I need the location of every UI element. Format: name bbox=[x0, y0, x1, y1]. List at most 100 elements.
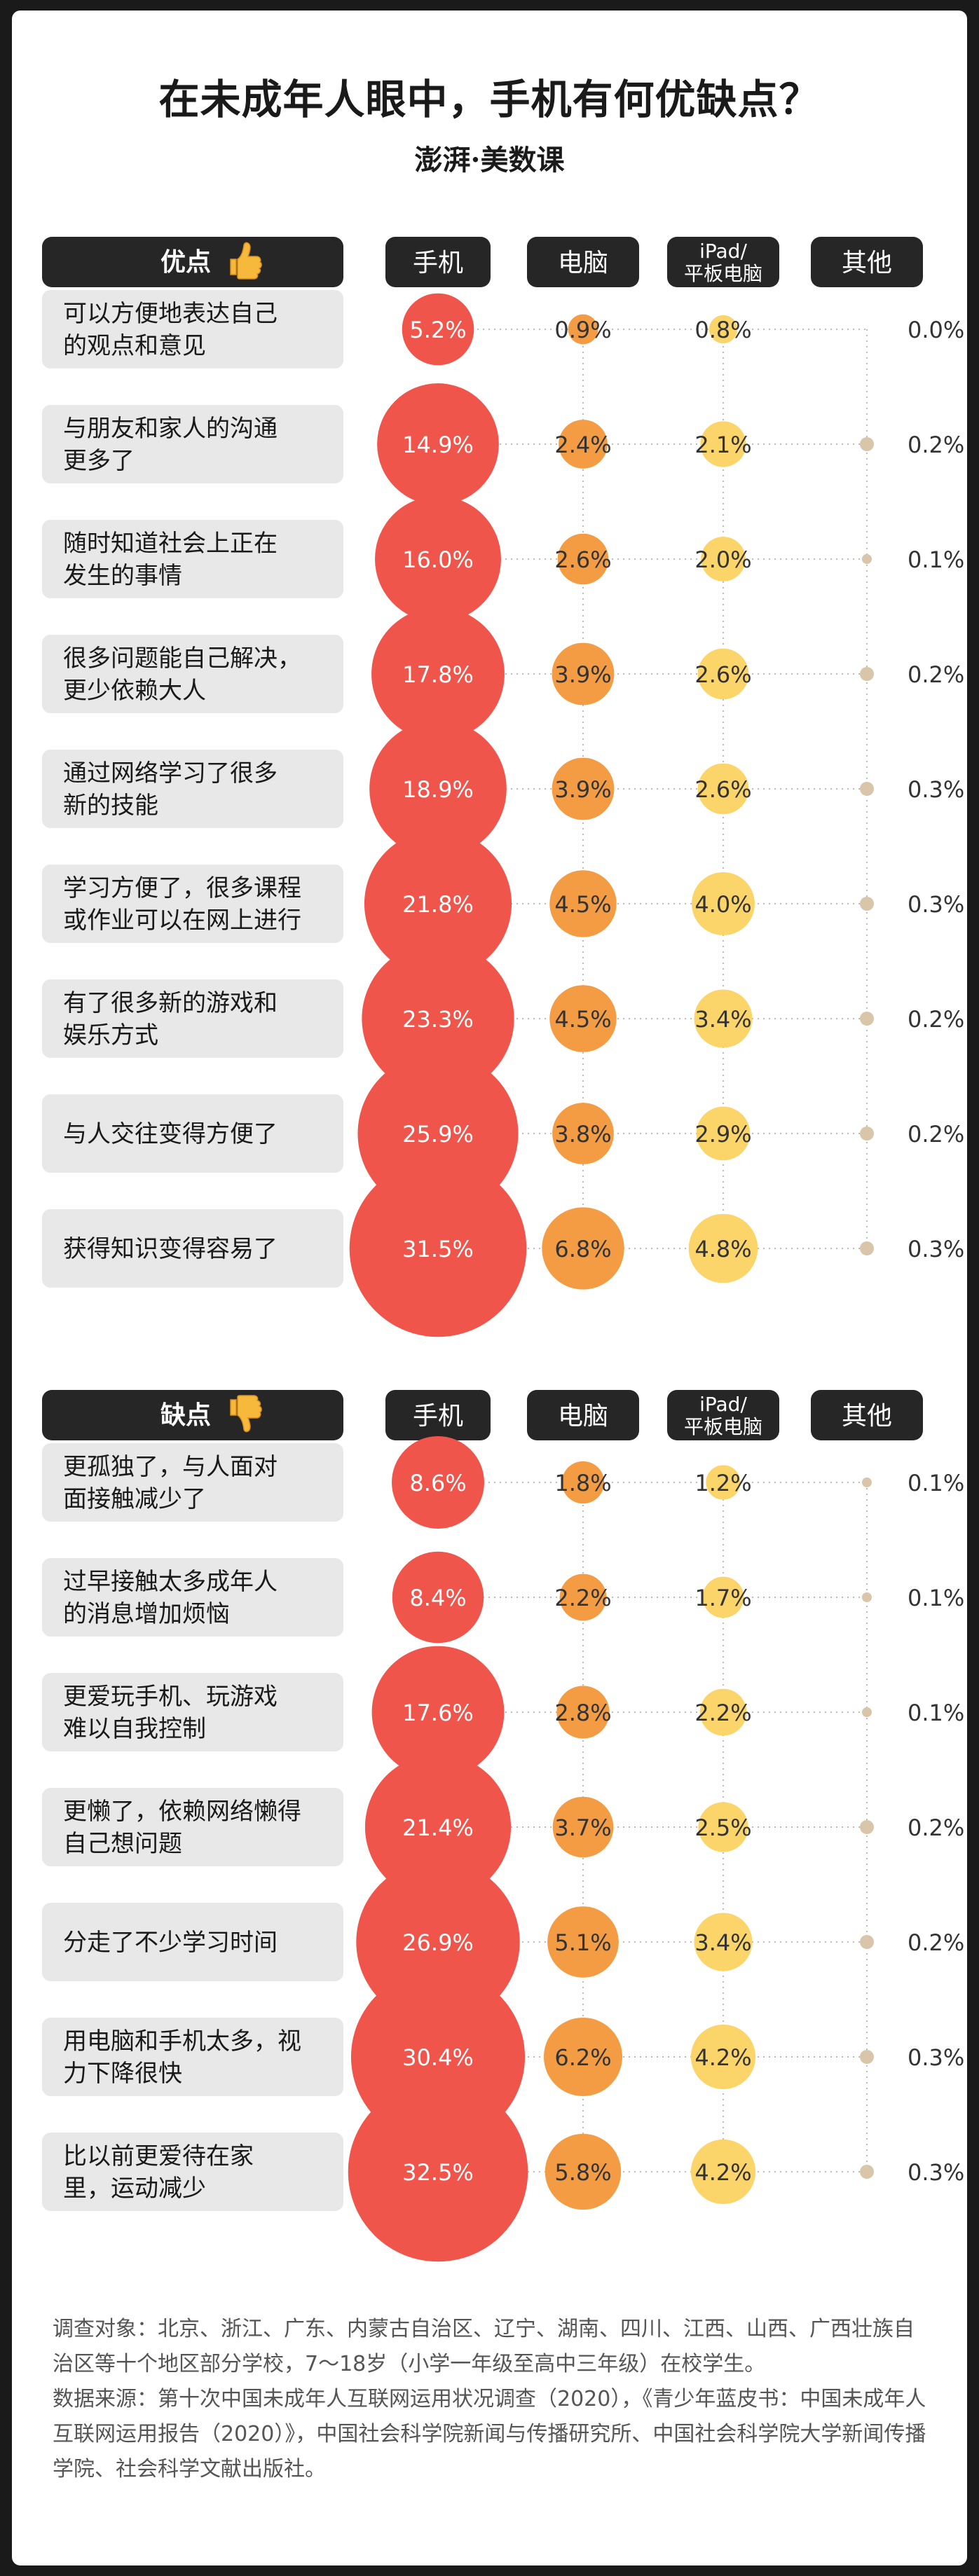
value-label: 0.2% bbox=[908, 432, 964, 458]
bubble-other bbox=[860, 897, 874, 911]
bubble-computer bbox=[559, 1573, 607, 1621]
row-label: 可以方便地表达自己的观点和意见 bbox=[63, 300, 278, 360]
section-header-bg bbox=[42, 237, 343, 287]
bubble-phone bbox=[362, 942, 514, 1095]
bubble-phone bbox=[377, 383, 499, 505]
row-label-bg bbox=[42, 405, 343, 483]
value-label: 4.5% bbox=[554, 1006, 611, 1033]
row-label: 随时知道社会上正在发生的事情 bbox=[63, 530, 278, 590]
column-header-bg bbox=[527, 237, 639, 287]
column-header: iPad/平板电脑 bbox=[684, 240, 762, 285]
bubble-computer bbox=[568, 314, 598, 345]
row-label-bg bbox=[42, 1673, 343, 1751]
bubble-phone bbox=[364, 829, 512, 978]
value-label: 3.8% bbox=[554, 1121, 611, 1148]
value-label: 4.2% bbox=[694, 2044, 751, 2071]
thumbs-up-icon bbox=[230, 242, 262, 280]
value-label: 3.9% bbox=[554, 776, 611, 803]
value-label: 2.9% bbox=[694, 1121, 751, 1148]
row-label-bg bbox=[42, 520, 343, 598]
bubble-phone bbox=[369, 720, 507, 857]
bubble-other bbox=[860, 437, 874, 451]
value-label: 26.9% bbox=[402, 1929, 474, 1956]
bubble-other bbox=[862, 554, 872, 564]
bubble-other bbox=[860, 2165, 874, 2179]
column-header-bg bbox=[527, 1390, 639, 1440]
bubble-tablet bbox=[690, 2139, 756, 2205]
row-label: 更懒了，依赖网络懒得自己想问题 bbox=[63, 1798, 301, 1858]
value-label: 3.4% bbox=[694, 1006, 751, 1033]
row-label: 很多问题能自己解决，更少依赖大人 bbox=[63, 645, 301, 705]
row-label: 更爱玩手机、玩游戏难以自我控制 bbox=[63, 1683, 278, 1743]
value-label: 2.6% bbox=[694, 776, 751, 803]
value-label: 0.3% bbox=[908, 776, 964, 803]
column-header: 其他 bbox=[842, 249, 892, 277]
row-label-bg bbox=[42, 1558, 343, 1637]
row-label-bg bbox=[42, 1903, 343, 1981]
row-label: 与朋友和家人的沟通更多了 bbox=[63, 415, 278, 475]
bubble-computer bbox=[547, 1906, 619, 1978]
page-title: 在未成年人眼中，手机有何优缺点？ bbox=[158, 76, 821, 123]
column-header-bg bbox=[385, 1390, 491, 1440]
value-label: 1.2% bbox=[694, 1470, 751, 1496]
value-label: 8.6% bbox=[409, 1470, 466, 1496]
bubble-other bbox=[860, 1820, 874, 1834]
value-label: 4.0% bbox=[694, 891, 751, 918]
survey-note: 调查对象：北京、浙江、广东、内蒙古自治区、辽宁、湖南、四川、江西、山西、广西壮族… bbox=[53, 2317, 915, 2376]
section-header-bg bbox=[42, 1390, 343, 1440]
value-label: 2.6% bbox=[694, 661, 751, 688]
value-label: 3.9% bbox=[554, 661, 611, 688]
bubble-phone bbox=[371, 1646, 505, 1779]
value-label: 5.2% bbox=[409, 317, 466, 343]
bubble-tablet bbox=[700, 421, 746, 467]
bubble-tablet bbox=[702, 1576, 744, 1618]
row-label: 过早接触太多成年人的消息增加烦恼 bbox=[63, 1568, 278, 1628]
bubble-phone bbox=[364, 1754, 512, 1901]
bubble-other bbox=[860, 2050, 874, 2064]
column-header: iPad/平板电脑 bbox=[684, 1393, 762, 1438]
bubble-tablet bbox=[697, 763, 749, 815]
value-label: 30.4% bbox=[402, 2044, 474, 2071]
bubble-computer bbox=[542, 1207, 624, 1290]
bubble-phone bbox=[349, 1159, 527, 1337]
bubble-tablet bbox=[694, 989, 753, 1048]
section-label: 缺点 bbox=[160, 1401, 211, 1430]
bubble-tablet bbox=[690, 2024, 756, 2090]
value-label: 21.8% bbox=[402, 891, 474, 918]
column-header-bg bbox=[811, 237, 923, 287]
column-header-bg bbox=[385, 237, 491, 287]
value-label: 6.2% bbox=[554, 2044, 611, 2071]
row-label: 用电脑和手机太多，视力下降很快 bbox=[63, 2027, 301, 2088]
footer-notes: 调查对象：北京、浙江、广东、内蒙古自治区、辽宁、湖南、四川、江西、山西、广西壮族… bbox=[53, 2312, 929, 2487]
column-header-bg bbox=[667, 237, 779, 287]
bubble-computer bbox=[556, 1686, 610, 1739]
row-label-bg bbox=[42, 865, 343, 943]
bubble-other bbox=[860, 782, 874, 796]
bubble-computer bbox=[552, 642, 615, 705]
thumbs-down-icon bbox=[230, 1395, 262, 1433]
bubble-phone bbox=[402, 293, 474, 366]
value-label: 4.8% bbox=[694, 1236, 751, 1262]
value-label: 4.5% bbox=[554, 891, 611, 918]
bubble-tablet bbox=[697, 648, 749, 700]
value-label: 6.8% bbox=[554, 1236, 611, 1262]
value-label: 0.1% bbox=[908, 1470, 964, 1496]
column-header: 手机 bbox=[413, 1402, 463, 1431]
bubble-tablet bbox=[696, 1106, 751, 1161]
value-label: 5.8% bbox=[554, 2159, 611, 2186]
bubble-other bbox=[860, 667, 874, 681]
value-label: 0.3% bbox=[908, 1236, 964, 1262]
brand-logo: 澎湃·美数课 bbox=[414, 144, 565, 177]
value-label: 2.4% bbox=[554, 432, 611, 458]
value-label: 23.3% bbox=[402, 1006, 474, 1033]
row-label-bg bbox=[42, 2133, 343, 2211]
value-label: 8.4% bbox=[409, 1585, 466, 1611]
value-label: 2.1% bbox=[694, 432, 751, 458]
bubble-computer bbox=[543, 2017, 623, 2097]
bubble-other bbox=[862, 1592, 872, 1602]
bubble-computer bbox=[561, 1461, 605, 1504]
bubble-computer bbox=[552, 1103, 614, 1164]
row-label-bg bbox=[42, 1094, 343, 1173]
value-label: 17.6% bbox=[402, 1700, 474, 1726]
